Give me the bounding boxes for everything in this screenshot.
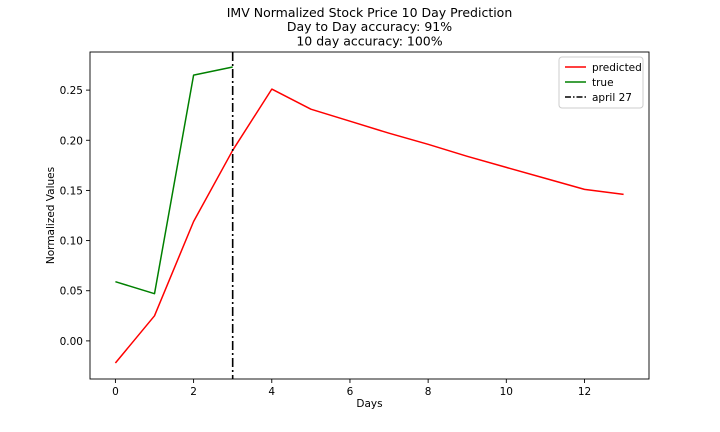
y-tick-label: 0.05 (60, 286, 83, 298)
x-tick-label: 10 (500, 386, 513, 398)
y-tick-label: 0.15 (60, 185, 83, 197)
x-axis-label: Days (356, 398, 382, 410)
x-tick-label: 4 (268, 386, 275, 398)
y-tick-label: 0.10 (60, 236, 83, 248)
x-tick-label: 8 (425, 386, 432, 398)
x-tick-label: 2 (190, 386, 197, 398)
chart-title-line-2: Day to Day accuracy: 91% (287, 19, 452, 34)
y-tick-label: 0.00 (60, 336, 83, 348)
y-tick-label: 0.25 (60, 85, 83, 97)
plot-area (114, 52, 624, 379)
legend-label: april 27 (592, 92, 632, 104)
y-tick-label: 0.20 (60, 135, 83, 147)
plot-frame (89, 51, 650, 380)
chart-title-line-1: IMV Normalized Stock Price 10 Day Predic… (227, 5, 513, 20)
x-tick-label: 6 (347, 386, 354, 398)
legend-label: predicted (592, 62, 642, 74)
y-axis-label: Normalized Values (45, 167, 57, 264)
legend-box (558, 56, 644, 109)
x-tick-label: 12 (578, 386, 591, 398)
chart-title-line-3: 10 day accuracy: 100% (296, 34, 442, 49)
chart-title: IMV Normalized Stock Price 10 Day Predic… (227, 5, 513, 49)
series-line-predicted (114, 88, 624, 364)
axes: 0 2 4 6 8 10 12 0.00 0.05 0.10 0.15 0.20 0.25 (60, 85, 592, 398)
x-tick-label: 0 (112, 386, 119, 398)
legend-label: true (592, 77, 614, 89)
legend: predicted true april 27 (558, 56, 644, 109)
series-line-true (115, 66, 233, 295)
